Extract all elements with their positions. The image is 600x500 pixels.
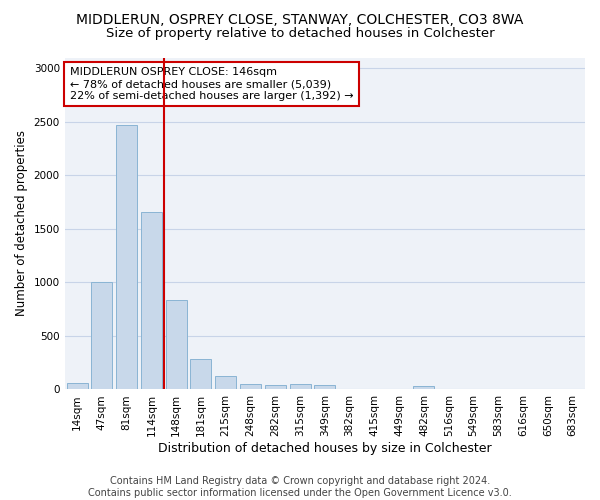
X-axis label: Distribution of detached houses by size in Colchester: Distribution of detached houses by size … xyxy=(158,442,491,455)
Bar xyxy=(190,360,211,390)
Text: Size of property relative to detached houses in Colchester: Size of property relative to detached ho… xyxy=(106,28,494,40)
Bar xyxy=(141,212,162,390)
Bar xyxy=(240,384,261,390)
Bar xyxy=(413,386,434,390)
Y-axis label: Number of detached properties: Number of detached properties xyxy=(15,130,28,316)
Bar xyxy=(116,125,137,390)
Text: MIDDLERUN OSPREY CLOSE: 146sqm
← 78% of detached houses are smaller (5,039)
22% : MIDDLERUN OSPREY CLOSE: 146sqm ← 78% of … xyxy=(70,68,353,100)
Bar xyxy=(290,384,311,390)
Bar xyxy=(91,282,112,390)
Bar xyxy=(265,384,286,390)
Bar xyxy=(67,383,88,390)
Bar xyxy=(166,300,187,390)
Bar xyxy=(339,389,360,390)
Text: Contains HM Land Registry data © Crown copyright and database right 2024.
Contai: Contains HM Land Registry data © Crown c… xyxy=(88,476,512,498)
Bar xyxy=(314,385,335,390)
Text: MIDDLERUN, OSPREY CLOSE, STANWAY, COLCHESTER, CO3 8WA: MIDDLERUN, OSPREY CLOSE, STANWAY, COLCHE… xyxy=(76,12,524,26)
Bar xyxy=(215,376,236,390)
